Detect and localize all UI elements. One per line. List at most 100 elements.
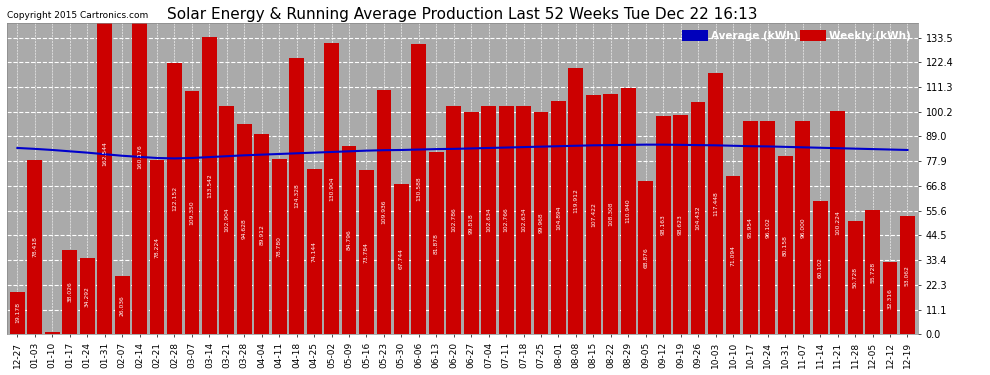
Text: 133.542: 133.542 bbox=[207, 174, 212, 198]
Bar bbox=[412, 44, 427, 334]
Text: 102.904: 102.904 bbox=[225, 207, 230, 232]
Bar bbox=[80, 258, 95, 334]
Title: Solar Energy & Running Average Production Last 52 Weeks Tue Dec 22 16:13: Solar Energy & Running Average Productio… bbox=[167, 7, 757, 22]
Text: 99.818: 99.818 bbox=[468, 213, 473, 234]
Bar bbox=[307, 170, 322, 334]
Text: 74.144: 74.144 bbox=[312, 242, 317, 262]
Bar bbox=[813, 201, 828, 334]
Text: 130.588: 130.588 bbox=[417, 177, 422, 201]
Bar bbox=[376, 90, 391, 334]
Text: 95.954: 95.954 bbox=[747, 217, 753, 238]
Bar bbox=[446, 106, 461, 334]
Text: 102.634: 102.634 bbox=[521, 208, 526, 232]
Bar bbox=[97, 0, 112, 334]
Bar bbox=[202, 38, 217, 334]
Text: 80.158: 80.158 bbox=[783, 235, 788, 255]
Bar bbox=[429, 152, 444, 334]
Text: 96.102: 96.102 bbox=[765, 217, 770, 238]
Bar bbox=[254, 134, 269, 334]
Text: 73.784: 73.784 bbox=[364, 242, 369, 262]
Text: 130.904: 130.904 bbox=[329, 177, 334, 201]
Text: 78.418: 78.418 bbox=[33, 237, 38, 258]
Bar bbox=[481, 106, 496, 334]
Text: 109.350: 109.350 bbox=[189, 200, 194, 225]
Text: 96.000: 96.000 bbox=[800, 217, 805, 238]
Text: 19.178: 19.178 bbox=[15, 302, 20, 323]
Text: 102.766: 102.766 bbox=[504, 208, 509, 232]
Bar bbox=[516, 106, 531, 334]
Text: 99.968: 99.968 bbox=[539, 213, 544, 233]
Bar bbox=[900, 216, 915, 334]
Bar bbox=[237, 124, 251, 334]
Text: 55.728: 55.728 bbox=[870, 262, 875, 283]
Text: 53.062: 53.062 bbox=[905, 265, 910, 286]
Legend: Average (kWh), Weekly (kWh): Average (kWh), Weekly (kWh) bbox=[680, 28, 913, 44]
Text: 78.780: 78.780 bbox=[276, 236, 282, 257]
Text: 34.292: 34.292 bbox=[85, 286, 90, 306]
Text: 110.940: 110.940 bbox=[626, 199, 631, 223]
Bar bbox=[673, 115, 688, 334]
Bar bbox=[691, 102, 706, 334]
Text: 84.796: 84.796 bbox=[346, 230, 351, 251]
Text: 117.448: 117.448 bbox=[713, 191, 718, 216]
Text: 89.912: 89.912 bbox=[259, 224, 264, 245]
Bar bbox=[394, 184, 409, 334]
Bar bbox=[586, 96, 601, 334]
Bar bbox=[499, 106, 514, 334]
Text: 119.912: 119.912 bbox=[573, 189, 578, 213]
Bar bbox=[463, 112, 478, 334]
Text: 98.623: 98.623 bbox=[678, 214, 683, 235]
Bar bbox=[655, 116, 670, 334]
Text: 102.634: 102.634 bbox=[486, 208, 491, 232]
Text: 38.026: 38.026 bbox=[67, 282, 72, 302]
Bar bbox=[272, 159, 287, 334]
Bar bbox=[778, 156, 793, 334]
Bar bbox=[149, 160, 164, 334]
Bar bbox=[115, 276, 130, 334]
Text: 162.544: 162.544 bbox=[102, 141, 107, 166]
Text: 124.328: 124.328 bbox=[294, 184, 299, 209]
Bar bbox=[184, 91, 199, 334]
Text: 26.036: 26.036 bbox=[120, 295, 125, 316]
Bar bbox=[760, 121, 775, 334]
Bar bbox=[45, 332, 59, 334]
Bar bbox=[568, 68, 583, 334]
Text: 104.894: 104.894 bbox=[556, 206, 561, 230]
Bar bbox=[10, 291, 25, 334]
Bar bbox=[167, 63, 182, 334]
Bar bbox=[865, 210, 880, 334]
Bar bbox=[847, 222, 862, 334]
Bar bbox=[726, 176, 741, 334]
Bar bbox=[603, 93, 618, 334]
Bar bbox=[639, 181, 653, 334]
Text: 108.308: 108.308 bbox=[608, 202, 613, 226]
Text: 94.628: 94.628 bbox=[242, 219, 247, 239]
Text: Copyright 2015 Cartronics.com: Copyright 2015 Cartronics.com bbox=[7, 11, 148, 20]
Text: 122.152: 122.152 bbox=[172, 186, 177, 211]
Text: 68.876: 68.876 bbox=[644, 247, 648, 268]
Text: 104.432: 104.432 bbox=[696, 206, 701, 231]
Bar bbox=[708, 73, 723, 334]
Text: 81.878: 81.878 bbox=[434, 233, 439, 254]
Bar bbox=[133, 0, 147, 334]
Text: 102.786: 102.786 bbox=[451, 208, 456, 232]
Text: 67.744: 67.744 bbox=[399, 249, 404, 269]
Bar bbox=[342, 146, 356, 334]
Bar bbox=[795, 121, 810, 334]
Text: 32.316: 32.316 bbox=[888, 288, 893, 309]
Bar bbox=[324, 44, 339, 334]
Text: 107.422: 107.422 bbox=[591, 202, 596, 227]
Text: 160.176: 160.176 bbox=[137, 144, 143, 169]
Text: 78.224: 78.224 bbox=[154, 237, 159, 258]
Bar bbox=[534, 112, 548, 334]
Text: 60.102: 60.102 bbox=[818, 257, 823, 278]
Text: 71.094: 71.094 bbox=[731, 245, 736, 266]
Text: 100.224: 100.224 bbox=[836, 210, 841, 235]
Bar bbox=[28, 160, 43, 334]
Bar bbox=[551, 101, 566, 334]
Bar bbox=[220, 105, 235, 334]
Bar bbox=[831, 111, 845, 334]
Bar bbox=[743, 121, 757, 334]
Text: 109.936: 109.936 bbox=[381, 200, 386, 224]
Bar bbox=[62, 250, 77, 334]
